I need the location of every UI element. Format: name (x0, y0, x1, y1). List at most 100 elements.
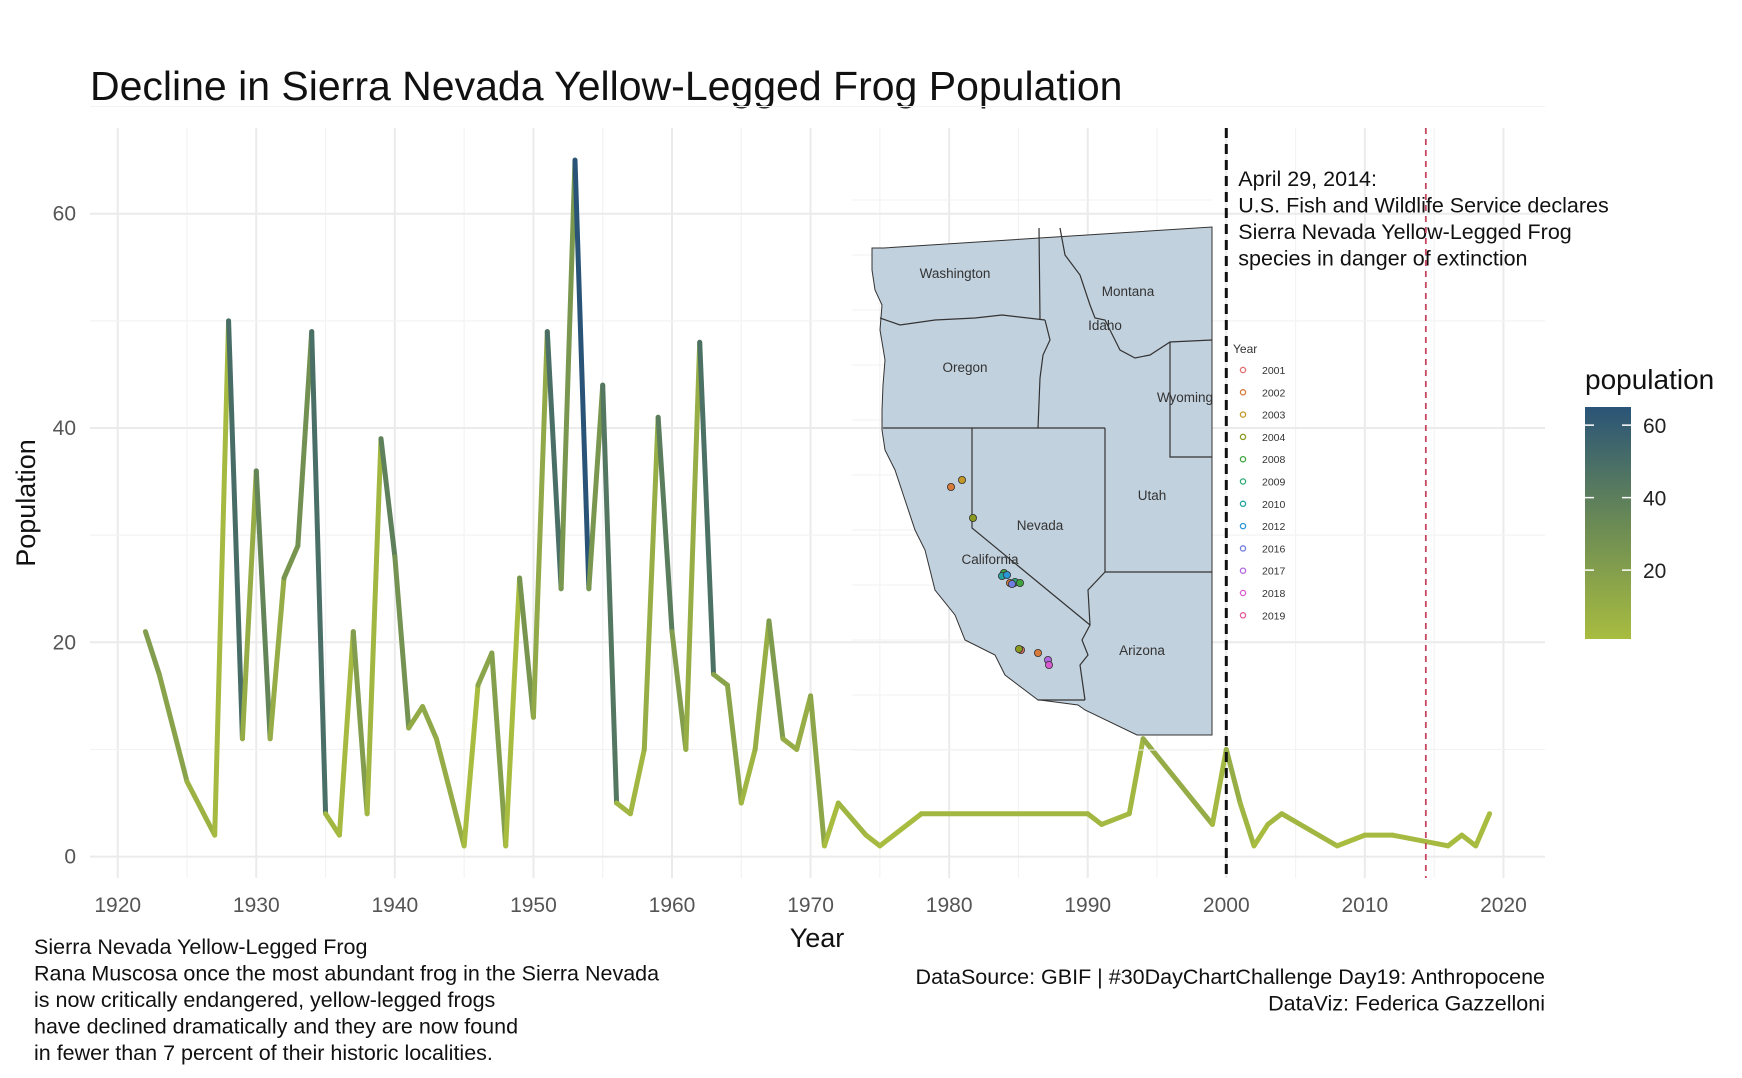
series-segment (794, 693, 814, 752)
series-segment (1126, 736, 1146, 817)
caption-right-line: DataSource: GBIF | #30DayChartChallenge … (916, 965, 1545, 989)
series-segment (558, 157, 578, 592)
legend-tick-label: 20 (1643, 560, 1666, 583)
series-segment (1209, 746, 1229, 827)
inset-legend-label: 2009 (1262, 477, 1286, 489)
state-label: Nevada (1017, 518, 1064, 533)
series-segment (724, 682, 744, 806)
series-segment (336, 629, 356, 838)
legend-tick-label: 40 (1643, 488, 1666, 511)
series-segment (156, 671, 190, 785)
series-segment (1459, 832, 1479, 849)
series-segment (1251, 821, 1271, 849)
series-segment (253, 468, 273, 742)
inset-legend-label: 2016 (1262, 543, 1286, 555)
border-ca-nv (971, 428, 1091, 626)
series-segment (1279, 811, 1340, 849)
occurrence-point (1016, 579, 1025, 588)
caption-left-line: in fewer than 7 percent of their histori… (34, 1041, 493, 1065)
inset-legend-label: 2019 (1262, 610, 1286, 622)
series-segment (877, 811, 924, 849)
inset-legend-title: Year (1233, 342, 1257, 356)
x-tick-label: 1970 (787, 894, 834, 917)
series-segment (226, 318, 245, 742)
series-segment (530, 329, 550, 720)
series-segment (752, 618, 772, 752)
occurrence-point (1034, 649, 1043, 658)
series-segment (1237, 800, 1257, 849)
series-segment (697, 339, 717, 677)
western-states-landmass (871, 226, 1213, 736)
inset-map: Washington Montana Idaho Oregon Wyoming Nevad… (852, 199, 1286, 751)
annotation-lines: April 29, 2014: U.S. Fish and Wildlife Se… (1224, 128, 1609, 878)
series-segment (392, 554, 412, 731)
series-segment (1265, 811, 1285, 827)
series-segment (544, 329, 564, 592)
y-tick-label: 0 (64, 846, 76, 869)
series-segment (711, 671, 730, 688)
series-segment (835, 800, 869, 838)
legend-title: population (1585, 364, 1714, 395)
inset-legend-label: 2002 (1262, 387, 1286, 399)
series-segment (364, 436, 384, 817)
inset-legend-key (1239, 455, 1247, 463)
state-label: Washington (920, 266, 991, 281)
border-wy (1169, 342, 1212, 458)
caption-left-line: Sierra Nevada Yellow-Legged Frog (34, 935, 367, 959)
series-segment (780, 736, 800, 752)
y-tick-label: 40 (53, 417, 76, 440)
inset-legend-label: 2003 (1262, 410, 1286, 422)
occurrence-point (969, 514, 978, 523)
inset-legend-key (1239, 545, 1247, 552)
captions: Sierra Nevada Yellow-Legged Frog Rana Mus… (34, 935, 1545, 1065)
inset-legend-label: 2017 (1262, 566, 1286, 578)
series-segment (1390, 832, 1451, 849)
inset-legend-key (1239, 478, 1247, 485)
series-segment (600, 382, 620, 806)
y-axis-title: Population (11, 439, 41, 567)
inset-legend-key (1239, 411, 1247, 418)
series-segment (267, 575, 287, 742)
axes: 1920 1930 1940 1950 1960 1970 1980 1990 2000 2010… (11, 203, 1527, 953)
state-label: California (961, 552, 1019, 567)
series-segment (821, 800, 841, 849)
occurrence-point (947, 482, 956, 491)
population-series (142, 157, 1493, 849)
y-tick-label: 60 (53, 203, 76, 226)
series-segment (572, 157, 592, 592)
series-segment (406, 704, 426, 731)
series-segment (627, 746, 647, 817)
x-tick-label: 1950 (510, 894, 557, 917)
series-segment (669, 629, 689, 752)
occurrence-point (1003, 571, 1012, 580)
border-wa-id (1038, 227, 1041, 321)
series-segment (586, 382, 606, 592)
series-segment (766, 618, 786, 742)
occurrence-point (1015, 645, 1024, 654)
inset-year-legend: Year 2001 2002 2003 2004 2008 2009 2010 2012 2016… (1233, 342, 1286, 622)
series-segment (503, 575, 523, 849)
inset-legend-key (1239, 389, 1247, 396)
series-segment (323, 811, 342, 838)
legend-tick-label: 60 (1643, 415, 1666, 438)
series-segment (475, 650, 495, 688)
annotation-text-line: U.S. Fish and Wildlife Service declares (1238, 194, 1608, 218)
series-segment (489, 650, 509, 849)
series-segment (433, 736, 467, 849)
occurrence-point (1045, 661, 1054, 670)
inset-legend-key (1239, 366, 1247, 374)
state-label: Montana (1102, 284, 1155, 299)
series-segment (614, 800, 633, 817)
annotation-text-line: Sierra Nevada Yellow-Legged Frog (1238, 220, 1571, 244)
occurrence-points (947, 475, 1054, 670)
border-or-id (1037, 319, 1051, 429)
x-tick-label: 1960 (649, 894, 696, 917)
legend-ticks: 20 40 60 (1585, 415, 1666, 583)
annotation-text-line: species in danger of extinction (1238, 247, 1527, 271)
inset-legend-key (1239, 567, 1247, 574)
x-tick-label: 1930 (233, 894, 280, 917)
series-segment (1099, 811, 1132, 827)
series-segment (309, 329, 329, 817)
series-segment (350, 629, 370, 817)
x-tick-label: 1990 (1064, 894, 1111, 917)
